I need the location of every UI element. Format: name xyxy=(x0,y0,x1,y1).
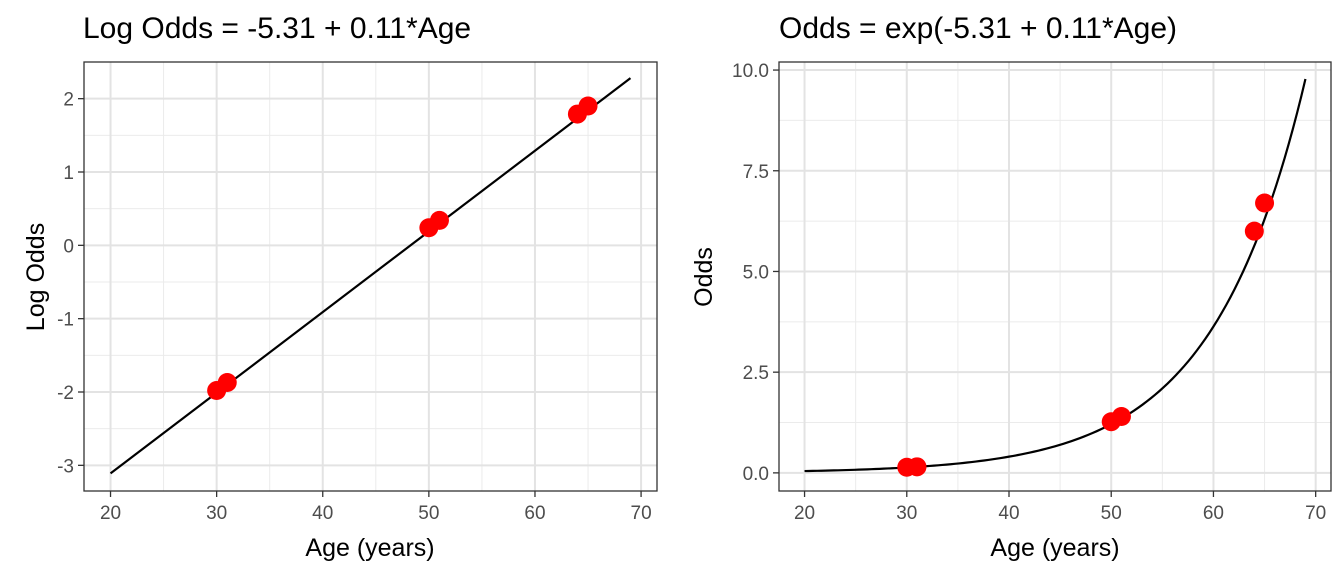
y-tick-label: 1 xyxy=(63,163,74,184)
log-odds-chart: Log Odds = -5.31 + 0.11*Age Age (years) … xyxy=(22,12,658,562)
data-point xyxy=(429,210,449,230)
data-point xyxy=(1111,406,1131,426)
y-tick-label: -1 xyxy=(57,310,74,331)
x-tick-label: 20 xyxy=(794,503,815,524)
x-tick-label: 50 xyxy=(418,503,439,524)
y-tick-label: -3 xyxy=(57,456,74,477)
y-axis-label: Log Odds xyxy=(22,223,50,331)
y-axis-label: Odds xyxy=(690,247,718,307)
y-tick-label: 2.5 xyxy=(743,363,769,384)
data-point xyxy=(1255,193,1275,213)
x-tick-label: 60 xyxy=(1203,503,1224,524)
x-tick-label: 40 xyxy=(998,503,1019,524)
x-tick-label: 20 xyxy=(100,503,121,524)
data-point xyxy=(1244,221,1264,241)
data-point xyxy=(578,96,598,116)
y-tick-label: 5.0 xyxy=(743,262,769,283)
x-tick-label: 70 xyxy=(631,503,652,524)
fitted-line xyxy=(109,77,632,475)
x-tick-label: 50 xyxy=(1101,503,1122,524)
x-tick-label: 60 xyxy=(524,503,545,524)
y-tick-label: -2 xyxy=(57,383,74,404)
odds-chart: Odds = exp(-5.31 + 0.11*Age) Age (years)… xyxy=(690,12,1332,562)
x-tick-label: 40 xyxy=(312,503,333,524)
y-tick-label: 0.0 xyxy=(743,464,769,485)
y-tick-label: 10.0 xyxy=(732,61,769,82)
chart-title: Odds = exp(-5.31 + 0.11*Age) xyxy=(779,12,1177,45)
x-tick-label: 30 xyxy=(206,503,227,524)
x-tick-label: 30 xyxy=(896,503,917,524)
chart-title: Log Odds = -5.31 + 0.11*Age xyxy=(83,12,471,45)
plot-border xyxy=(778,61,1332,492)
x-axis-label: Age (years) xyxy=(305,534,434,562)
x-tick-label: 70 xyxy=(1305,503,1326,524)
plot-background xyxy=(779,62,1331,491)
data-point xyxy=(217,372,237,392)
y-tick-label: 0 xyxy=(63,236,74,257)
data-point xyxy=(907,457,927,477)
x-axis-label: Age (years) xyxy=(990,534,1119,562)
y-tick-label: 2 xyxy=(63,90,74,111)
y-tick-label: 7.5 xyxy=(743,162,769,183)
fitted-curve xyxy=(804,78,1307,473)
plot-border xyxy=(83,61,658,492)
